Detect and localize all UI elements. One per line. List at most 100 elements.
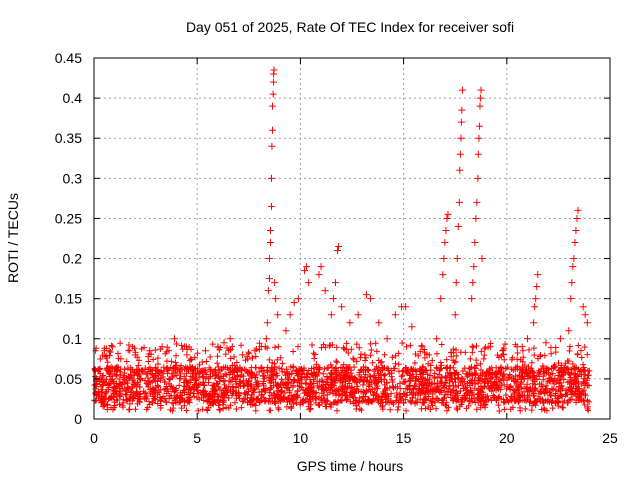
baseline-point <box>225 383 232 390</box>
baseline-point <box>461 365 468 372</box>
data-point <box>265 275 273 283</box>
baseline-point <box>463 384 470 391</box>
baseline-point <box>381 376 388 383</box>
baseline-point <box>403 343 410 350</box>
baseline-point <box>295 343 302 350</box>
baseline-point <box>578 354 585 361</box>
baseline-point <box>362 393 369 400</box>
data-point <box>468 295 476 303</box>
baseline-point <box>167 383 174 390</box>
baseline-point <box>387 406 394 413</box>
baseline-point <box>350 400 357 407</box>
baseline-point <box>252 353 259 360</box>
baseline-point <box>136 367 143 374</box>
baseline-point <box>244 391 251 398</box>
data-point <box>471 239 479 247</box>
baseline-point <box>509 404 516 411</box>
baseline-point <box>234 367 241 374</box>
baseline-point <box>375 357 382 364</box>
data-point <box>261 343 269 351</box>
baseline-point <box>110 384 117 391</box>
data-point <box>457 118 465 126</box>
baseline-point <box>275 397 282 404</box>
data-point <box>476 122 484 130</box>
baseline-point <box>163 399 170 406</box>
baseline-point <box>206 393 213 400</box>
baseline-point <box>245 350 252 357</box>
baseline-point <box>515 392 522 399</box>
baseline-point <box>329 386 336 393</box>
baseline-point <box>445 404 452 411</box>
baseline-point <box>165 375 172 382</box>
baseline-point <box>315 401 322 408</box>
data-point <box>274 311 282 319</box>
baseline-point <box>284 384 291 391</box>
baseline-point <box>581 344 588 351</box>
baseline-point <box>101 393 108 400</box>
baseline-point <box>238 342 245 349</box>
baseline-point <box>358 388 365 395</box>
baseline-point <box>471 395 478 402</box>
baseline-point <box>163 390 170 397</box>
baseline-point <box>325 384 332 391</box>
baseline-point <box>419 376 426 383</box>
baseline-point <box>501 356 508 363</box>
baseline-point <box>135 362 142 369</box>
baseline-point <box>137 390 144 397</box>
baseline-point <box>374 368 381 375</box>
baseline-point <box>324 376 331 383</box>
baseline-point <box>562 360 569 367</box>
baseline-point <box>231 354 238 361</box>
data-point <box>264 287 272 295</box>
baseline-point <box>256 399 263 406</box>
baseline-point <box>304 371 311 378</box>
baseline-point <box>541 390 548 397</box>
baseline-point <box>122 391 129 398</box>
baseline-point <box>311 355 318 362</box>
baseline-point <box>290 348 297 355</box>
x-tick-label: 20 <box>499 430 515 446</box>
baseline-point <box>403 391 410 398</box>
y-tick-label: 0.35 <box>55 130 82 146</box>
baseline-point <box>406 378 413 385</box>
baseline-point <box>382 385 389 392</box>
baseline-point <box>143 392 150 399</box>
baseline-point <box>348 346 355 353</box>
baseline-point <box>146 350 153 357</box>
baseline-point <box>250 396 257 403</box>
data-point <box>146 347 154 355</box>
data-point <box>327 311 335 319</box>
data-point <box>362 291 370 299</box>
baseline-point <box>161 386 168 393</box>
baseline-point <box>343 340 350 347</box>
baseline-point <box>111 370 118 377</box>
baseline-point <box>181 379 188 386</box>
baseline-point <box>266 356 273 363</box>
baseline-point <box>363 378 370 385</box>
baseline-point <box>298 380 305 387</box>
baseline-point <box>381 371 388 378</box>
data-point <box>303 263 311 271</box>
baseline-point <box>261 397 268 404</box>
baseline-point <box>477 367 484 374</box>
baseline-point <box>381 389 388 396</box>
baseline-point <box>123 358 130 365</box>
data-point <box>286 311 294 319</box>
baseline-point <box>514 366 521 373</box>
baseline-point <box>242 367 249 374</box>
x-tick-label: 10 <box>293 430 309 446</box>
baseline-point <box>395 361 402 368</box>
data-point <box>294 295 302 303</box>
baseline-point <box>372 376 379 383</box>
baseline-point <box>340 361 347 368</box>
baseline-point <box>356 405 363 412</box>
baseline-point <box>578 347 585 354</box>
baseline-point <box>339 386 346 393</box>
baseline-point <box>307 380 314 387</box>
baseline-point <box>256 346 263 353</box>
baseline-point <box>475 397 482 404</box>
data-point <box>338 303 346 311</box>
baseline-point <box>473 357 480 364</box>
baseline-point <box>398 373 405 380</box>
baseline-point <box>350 394 357 401</box>
